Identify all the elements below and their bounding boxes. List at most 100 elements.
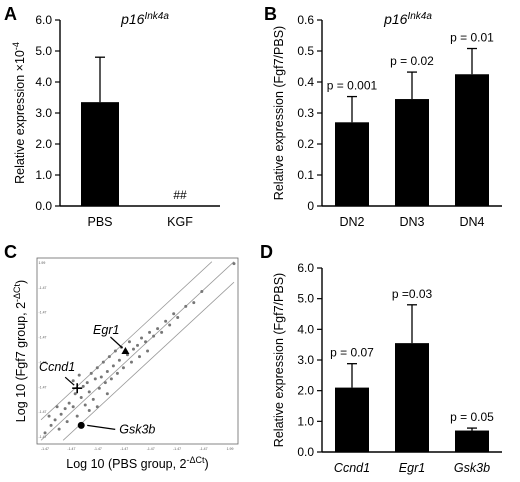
scatter-point bbox=[77, 373, 81, 377]
y-tick-label: 6.0 bbox=[297, 261, 314, 275]
category-label: Ccnd1 bbox=[334, 461, 370, 475]
scatter-point bbox=[176, 316, 180, 320]
data-label: ## bbox=[173, 188, 187, 202]
y-tick-label: 4.0 bbox=[297, 322, 314, 336]
data-label: p = 0.05 bbox=[450, 410, 494, 424]
panel-letter-c: C bbox=[4, 242, 17, 262]
panel-letter-d: D bbox=[260, 242, 273, 262]
gsk3b-arrow bbox=[87, 424, 116, 430]
x-tick-label: -1.47 bbox=[94, 447, 102, 451]
identity-line bbox=[40, 261, 235, 441]
y-tick-label: -1.47 bbox=[39, 336, 47, 340]
y-tick-label: 0.4 bbox=[297, 75, 314, 89]
scatter-point bbox=[85, 381, 89, 385]
scatter-point bbox=[75, 414, 79, 418]
y-tick-label: 0.1 bbox=[297, 168, 314, 182]
panel-letter-a: A bbox=[4, 4, 17, 24]
bar-0 bbox=[335, 122, 369, 206]
scatter-point bbox=[121, 366, 125, 370]
scatter-point bbox=[164, 319, 168, 323]
scatter-point bbox=[146, 349, 150, 353]
x-tick-label: -1.47 bbox=[173, 447, 181, 451]
scatter-point bbox=[65, 420, 69, 424]
panel-letter-b: B bbox=[264, 4, 277, 24]
y-axis-label: Relative expression ×10-4 bbox=[11, 42, 27, 184]
plot-frame bbox=[36, 257, 239, 445]
scatter-point bbox=[93, 377, 97, 381]
bar-0 bbox=[81, 102, 119, 206]
scatter-point bbox=[200, 289, 204, 293]
scatter-point bbox=[91, 397, 95, 401]
chart-c: -1.47 -1.47 -1.47 -1.47 -1.47 -1.47 -1.47 1.99 1… bbox=[12, 257, 239, 471]
scatter-point bbox=[184, 304, 188, 308]
y-tick-label: 3.0 bbox=[35, 106, 52, 120]
bar-1 bbox=[395, 343, 429, 452]
scatter-point bbox=[101, 360, 105, 364]
data-label: p = 0.02 bbox=[390, 54, 434, 68]
y-tick-label: -1.47 bbox=[39, 286, 47, 290]
y-tick-label: 6.0 bbox=[35, 13, 52, 27]
chart-b: 0 0.1 0.2 0.3 0.4 0.5 0.6 p = 0.001 DN2 p = 0.02 D… bbox=[272, 11, 502, 229]
scatter-point bbox=[57, 427, 61, 431]
y-tick-label: 5.0 bbox=[35, 44, 52, 58]
scatter-point bbox=[152, 334, 156, 338]
y-tick-label: 0 bbox=[307, 199, 314, 213]
y-axis-label: Log 10 (Fgf7 group, 2-ΔCt) bbox=[12, 280, 28, 422]
x-tick-label: -1.47 bbox=[200, 447, 208, 451]
scatter-point bbox=[97, 386, 101, 390]
scatter-point bbox=[160, 330, 164, 334]
category-label: DN4 bbox=[459, 215, 484, 229]
scatter-point bbox=[140, 336, 144, 340]
egr1-arrow bbox=[110, 336, 123, 349]
data-label: p = 0.01 bbox=[450, 31, 494, 45]
chart-a: 0.0 1.0 2.0 3.0 4.0 5.0 6.0 PBS ## KGF Relative ex… bbox=[11, 11, 220, 229]
y-tick-label: 0.6 bbox=[297, 13, 314, 27]
y-tick-label: 2.0 bbox=[35, 137, 52, 151]
scatter-point bbox=[71, 405, 75, 409]
x-axis-label: Log 10 (PBS group, 2-ΔCt) bbox=[66, 455, 208, 471]
bar-2 bbox=[455, 74, 489, 206]
scatter-point bbox=[105, 369, 109, 373]
scatter-point bbox=[89, 371, 93, 375]
y-tick-label: -1.47 bbox=[39, 385, 47, 389]
category-label: KGF bbox=[167, 215, 193, 229]
scatter-point bbox=[192, 301, 196, 305]
scatter-point bbox=[105, 392, 109, 396]
scatter-point bbox=[73, 392, 77, 396]
y-tick-label: -1.47 bbox=[39, 360, 47, 364]
upper-bound-line bbox=[40, 261, 213, 421]
y-axis-label: Relative expression (Fgf7/PBS) bbox=[272, 273, 286, 447]
scatter-point bbox=[156, 327, 160, 331]
scatter-point bbox=[49, 423, 53, 427]
scatter-point bbox=[107, 355, 111, 359]
scatter-point bbox=[53, 418, 57, 422]
scatter-point bbox=[63, 407, 67, 411]
scatter-point bbox=[95, 405, 99, 409]
bar-0 bbox=[335, 387, 369, 452]
category-label: Gsk3b bbox=[454, 461, 490, 475]
scatter-point bbox=[81, 384, 85, 388]
y-tick-label: -1.47 bbox=[39, 311, 47, 315]
scatter-point bbox=[111, 364, 115, 368]
x-tick-label: 1.99 bbox=[227, 447, 234, 451]
bar-2 bbox=[455, 430, 489, 452]
scatter-point bbox=[67, 401, 71, 405]
scatter-point bbox=[129, 360, 133, 364]
x-tick-label: -1.47 bbox=[147, 447, 155, 451]
y-tick-label: 0.2 bbox=[297, 137, 314, 151]
data-label: p = 0.001 bbox=[327, 79, 378, 93]
scatter-point bbox=[83, 403, 87, 407]
bar-1 bbox=[395, 99, 429, 206]
category-label: Egr1 bbox=[399, 461, 425, 475]
scatter-point bbox=[99, 375, 103, 379]
y-tick-label: -1.47 bbox=[39, 435, 47, 439]
gsk3b-marker bbox=[77, 421, 85, 429]
scatter-point bbox=[79, 396, 83, 399]
scatter-point bbox=[95, 366, 99, 370]
y-tick-label: 3.0 bbox=[297, 353, 314, 367]
y-tick-label: 1.0 bbox=[35, 168, 52, 182]
scatter-point bbox=[131, 347, 135, 351]
scatter-point bbox=[115, 371, 119, 375]
scatter-point bbox=[138, 355, 142, 359]
